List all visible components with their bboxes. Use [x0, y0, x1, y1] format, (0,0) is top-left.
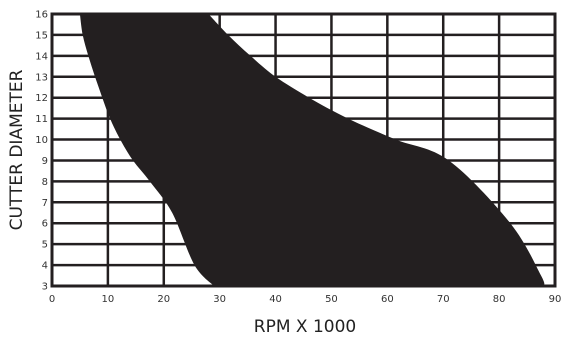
x-tick-label: 70 [437, 294, 450, 305]
x-tick-label: 20 [157, 294, 170, 305]
y-tick-label: 6 [42, 219, 48, 230]
x-tick-label: 0 [49, 294, 55, 305]
y-tick-label: 12 [35, 93, 48, 104]
y-tick-label: 8 [42, 177, 48, 188]
x-tick-label: 80 [493, 294, 506, 305]
y-tick-label: 11 [35, 114, 48, 125]
y-axis-ticks: 3 4 5 6 7 8 9 10 11 12 13 14 15 16 [35, 10, 48, 293]
y-tick-label: 14 [35, 51, 48, 62]
recommended-speed-band [79, 14, 545, 286]
x-tick-label: 10 [102, 294, 115, 305]
y-tick-label: 13 [35, 72, 48, 83]
y-tick-label: 9 [42, 156, 48, 167]
x-axis-title: RPM X 1000 [254, 317, 356, 337]
y-tick-label: 10 [35, 135, 48, 146]
x-tick-label: 50 [325, 294, 338, 305]
x-tick-label: 40 [269, 294, 282, 305]
x-axis-ticks: 0 10 20 30 40 50 60 70 80 90 [49, 294, 562, 305]
plot-frame [50, 12, 557, 288]
x-tick-label: 30 [213, 294, 226, 305]
y-tick-label: 3 [42, 282, 48, 293]
x-tick-label: 90 [549, 294, 562, 305]
y-tick-label: 5 [42, 240, 48, 251]
y-tick-label: 4 [42, 261, 48, 272]
y-tick-label: 15 [35, 30, 48, 41]
y-tick-label: 16 [35, 10, 48, 21]
y-axis-title: CUTTER DIAMETER [7, 69, 27, 230]
y-tick-label: 7 [42, 198, 48, 209]
x-tick-label: 60 [381, 294, 394, 305]
